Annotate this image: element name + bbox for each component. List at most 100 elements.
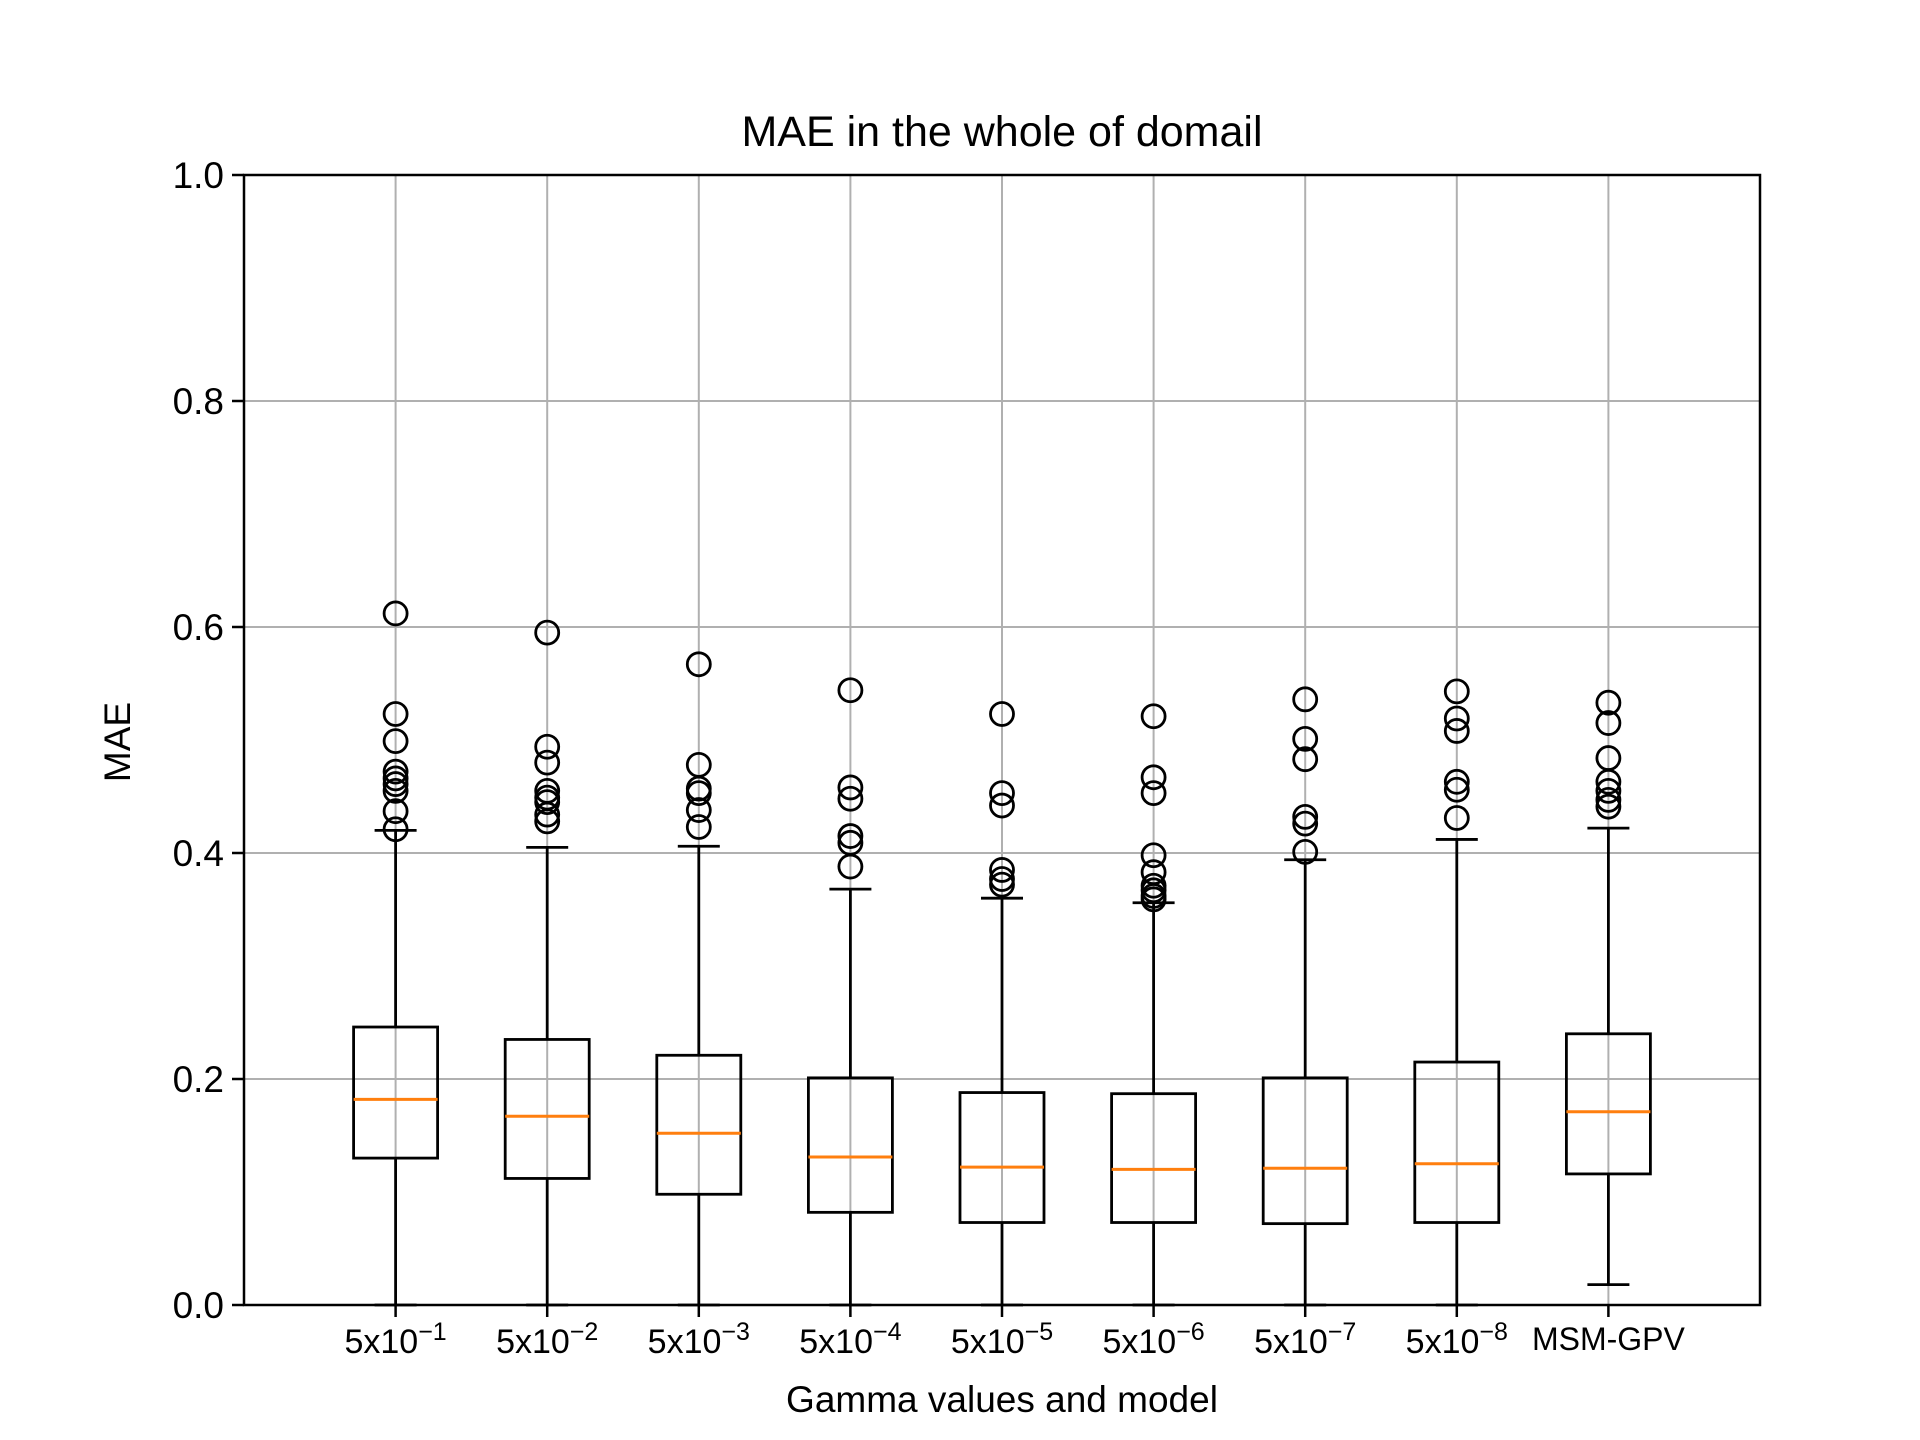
y-tick-label: 0.8 [173,381,224,422]
outlier-point [382,758,409,785]
outlier-point [1292,686,1319,713]
x-tick-label-base: 5x10 [799,1323,873,1361]
x-tick-label-exponent: −7 [1328,1318,1357,1346]
outlier-point [534,733,561,760]
iqr-box [1413,1060,1501,1224]
outlier-point [1443,678,1470,705]
outlier-point [382,600,409,627]
outlier-point [685,814,712,840]
outlier-point [1140,764,1167,791]
x-axis-label: Gamma values and model [786,1379,1218,1420]
outlier-point [989,871,1015,898]
x-tick-label: 5x10−3 [648,1318,750,1361]
x-tick-label-base: 5x10 [951,1323,1025,1361]
outlier-point [1595,793,1622,820]
outlier-point [1292,746,1319,773]
box-series [352,600,1652,1307]
x-tick-label-exponent: −1 [418,1318,447,1346]
y-tick-label: 0.2 [173,1059,224,1100]
outlier-point [1595,777,1622,804]
y-tick-label: 0.4 [173,833,224,874]
iqr-box [1565,1032,1652,1176]
x-tick-label-exponent: −8 [1479,1318,1508,1346]
x-tick-label: 5x10−8 [1406,1318,1508,1361]
y-tick-label: 0.6 [173,607,224,648]
iqr-box [352,1025,440,1160]
x-tick-label-base: 5x10 [1254,1323,1328,1361]
x-tick-label-base: MSM-GPV [1532,1321,1686,1357]
outlier-point [534,749,561,776]
box-group [807,677,894,1307]
outlier-point [534,801,561,828]
outlier-point [1140,780,1167,807]
x-tick-label: 5x10−2 [496,1318,598,1361]
x-tick-label: 5x10−7 [1254,1318,1356,1361]
outlier-point [1292,838,1319,865]
iqr-box [503,1038,591,1180]
x-tick-label-base: 5x10 [1102,1323,1176,1361]
outlier-point [1443,776,1470,803]
iqr-box [958,1091,1046,1224]
x-tick-label-base: 5x10 [496,1323,570,1361]
outlier-point [837,853,864,880]
x-tick-label-exponent: −5 [1025,1318,1054,1346]
x-tick-label-exponent: −4 [873,1318,902,1346]
y-axis-label: MAE [97,702,138,782]
x-tick-label: MSM-GPV [1532,1321,1686,1357]
x-tick-label: 5x10−6 [1102,1318,1204,1361]
outlier-point [382,816,409,843]
grid-lines [244,174,1760,1306]
y-tick-label: 0.0 [173,1285,224,1326]
outlier-point [1595,710,1622,736]
y-tick-label: 1.0 [173,155,224,196]
box-group [655,651,743,1307]
outlier-point [534,789,561,816]
x-tick-label: 5x10−1 [344,1318,446,1361]
outlier-point [685,780,712,807]
iqr-box [655,1053,743,1196]
outlier-point [382,798,409,825]
x-tick-label-exponent: −2 [570,1318,599,1346]
outlier-point [382,701,409,727]
outlier-point [837,785,864,812]
outlier-point [1443,705,1470,732]
plot-area-frame [242,173,1762,1307]
outlier-point [534,619,561,646]
iqr-box [1110,1092,1197,1224]
outlier-point [382,771,409,797]
outlier-point [837,677,864,704]
outlier-point [382,777,409,804]
outlier-point [1140,703,1167,730]
outlier-point [1595,768,1622,795]
box-group [1110,703,1197,1307]
outlier-point [837,823,864,849]
outlier-point [1292,810,1319,837]
x-tick-label: 5x10−5 [951,1318,1053,1361]
x-tick-label: 5x10−4 [799,1318,901,1361]
x-tick-label-base: 5x10 [648,1323,722,1361]
outlier-point [1595,786,1622,813]
outlier-point [837,774,864,801]
x-tick-label-base: 5x10 [1406,1323,1480,1361]
outlier-point [1140,842,1167,869]
outlier-point [685,797,712,823]
outlier-point [1443,768,1470,795]
chart-title: MAE in the whole of domail [741,108,1262,156]
x-tick-label-exponent: −3 [721,1318,750,1346]
outlier-point [989,701,1015,727]
outlier-point [989,780,1015,807]
outlier-point [685,651,712,678]
box-group [958,701,1046,1307]
outlier-point [534,808,561,835]
outlier-point [989,792,1015,819]
box-group [352,600,440,1307]
outlier-point [1595,689,1622,716]
box-group [1261,686,1349,1307]
outlier-point [989,857,1015,883]
outlier-point [1443,805,1470,831]
outlier-point [382,728,409,755]
x-tick-label-exponent: −6 [1176,1318,1205,1346]
